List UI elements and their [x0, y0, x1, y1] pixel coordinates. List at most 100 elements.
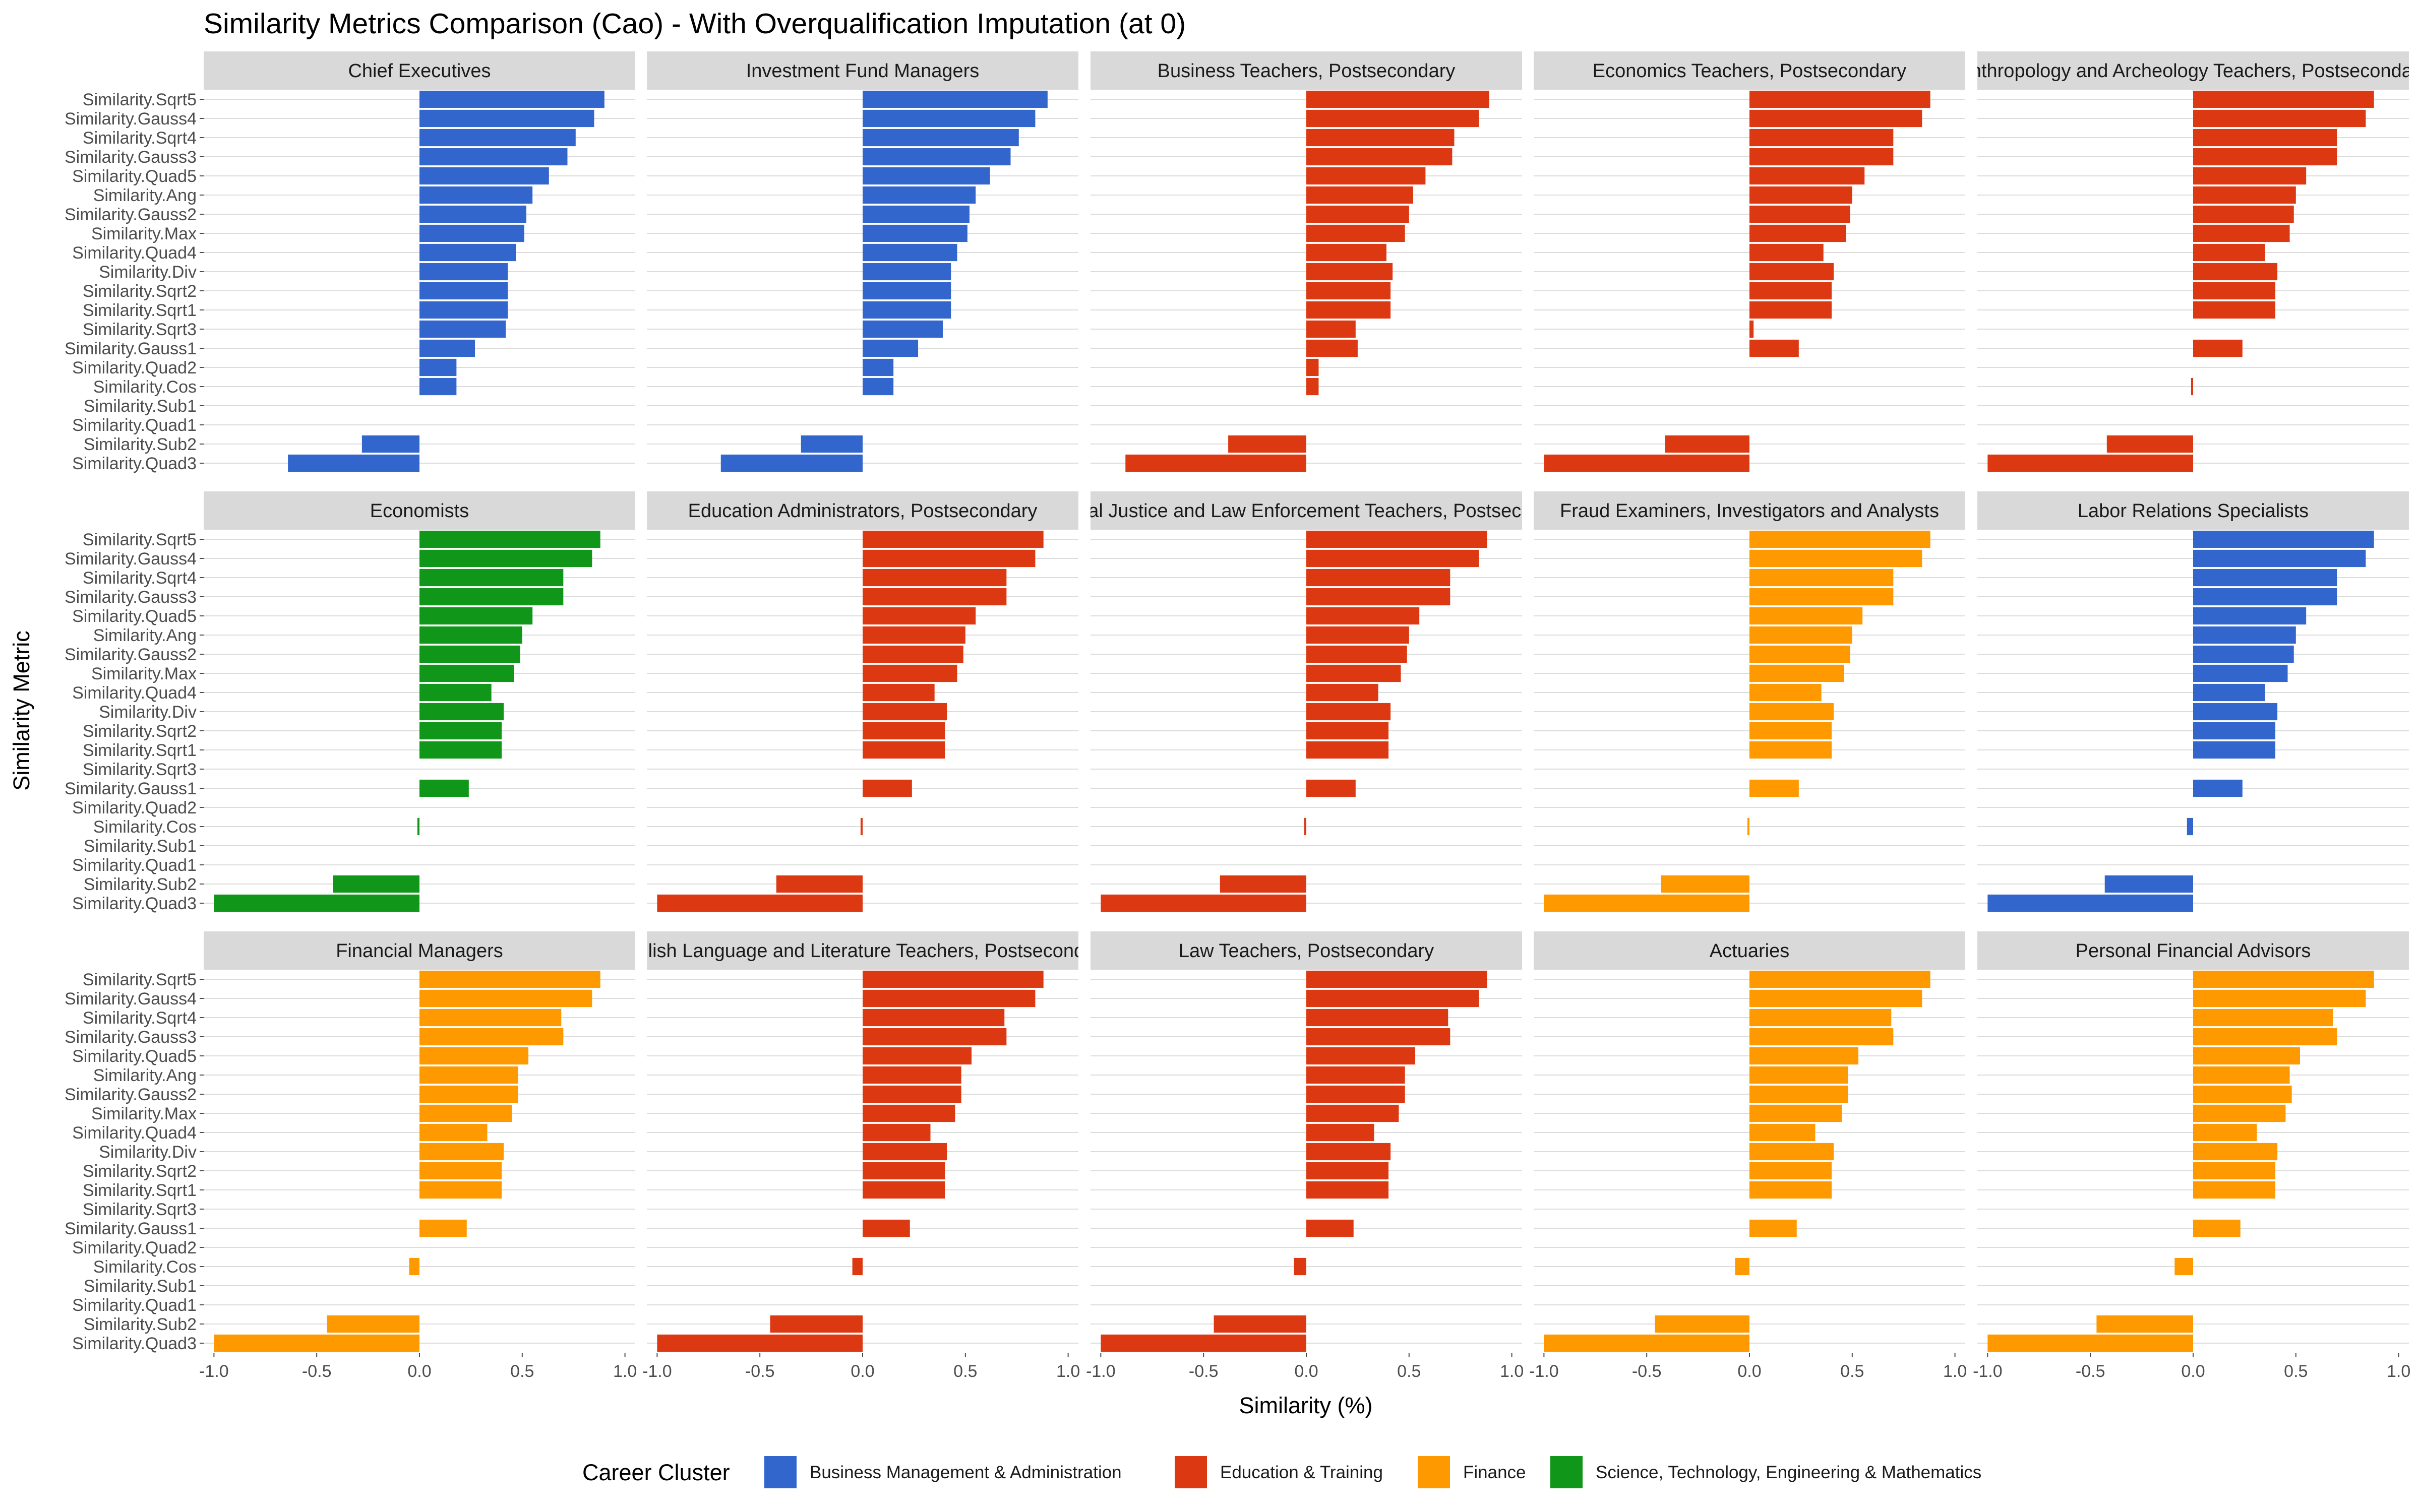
- bar: [419, 989, 592, 1007]
- facet-strip-label: Investment Fund Managers: [746, 60, 980, 82]
- y-tick-label: Similarity.Quad4: [72, 243, 197, 263]
- panel-background: [647, 530, 1078, 913]
- bar: [1749, 664, 1844, 682]
- bar: [1749, 263, 1834, 281]
- bar: [1987, 454, 2193, 472]
- bar: [419, 320, 506, 338]
- bar: [2193, 530, 2374, 548]
- facet-panel: EconomistsSimilarity.Sqrt5Similarity.Gau…: [65, 491, 635, 913]
- bar: [2193, 549, 2366, 568]
- bar: [1306, 301, 1391, 319]
- panel-background: [1534, 970, 1965, 1353]
- bar: [1306, 970, 1487, 988]
- y-tick-label: Similarity.Gauss1: [65, 1219, 197, 1238]
- facet-panel: Law Teachers, Postsecondary: [1091, 931, 1522, 1353]
- bar: [2193, 167, 2307, 185]
- bar: [2193, 970, 2374, 988]
- bar: [2193, 205, 2294, 223]
- bar: [863, 301, 951, 319]
- facet-panel: Investment Fund Managers: [647, 51, 1078, 473]
- bar: [1665, 435, 1749, 453]
- y-tick-label: Similarity.Div: [99, 263, 197, 282]
- y-tick-label: Similarity.Quad2: [72, 1238, 197, 1257]
- facet-strip-label: Law Teachers, Postsecondary: [1179, 940, 1434, 962]
- bar: [1544, 1334, 1749, 1352]
- bar: [1735, 1257, 1749, 1276]
- facet-strip-label: Actuaries: [1710, 940, 1789, 962]
- bar: [1306, 377, 1319, 396]
- facet-panel: Economics Teachers, Postsecondary: [1534, 51, 1965, 473]
- y-tick-label: Similarity.Sub1: [84, 397, 197, 416]
- bar: [1306, 1181, 1389, 1199]
- bar: [333, 875, 419, 893]
- bar: [2193, 243, 2265, 262]
- bar: [720, 454, 863, 472]
- bar: [1306, 1104, 1399, 1122]
- bar: [863, 569, 1007, 587]
- legend-item: Finance: [1418, 1456, 1526, 1488]
- legend-label: Education & Training: [1220, 1463, 1383, 1482]
- y-tick-label: Similarity.Sqrt1: [83, 1181, 197, 1200]
- facet-strip-label: Education Administrators, Postsecondary: [688, 500, 1038, 522]
- bar: [419, 1219, 467, 1237]
- bar: [1749, 205, 1850, 223]
- bar: [1101, 1334, 1306, 1352]
- bar: [801, 435, 863, 453]
- bar: [863, 1181, 945, 1199]
- bar: [863, 741, 945, 759]
- bar: [1749, 148, 1894, 166]
- bar: [419, 1047, 529, 1065]
- bar: [1306, 282, 1391, 300]
- bar: [1306, 186, 1413, 204]
- bar: [327, 1315, 419, 1333]
- bar: [419, 722, 502, 740]
- x-tick-label: -0.5: [2076, 1362, 2105, 1381]
- facet-strip: [204, 51, 635, 90]
- bar: [1749, 129, 1894, 147]
- bar: [1749, 722, 1832, 740]
- bar: [863, 1143, 947, 1161]
- y-tick-label: Similarity.Ang: [93, 626, 197, 645]
- bar: [1306, 1047, 1416, 1065]
- facet-strip-label: Chief Executives: [348, 60, 491, 82]
- legend-item: Business Management & Administration: [764, 1456, 1122, 1488]
- y-tick-label: Similarity.Sub1: [84, 837, 197, 856]
- bar: [1749, 1085, 1848, 1103]
- bar: [2193, 626, 2296, 644]
- bar: [2104, 875, 2193, 893]
- y-tick-label: Similarity.Gauss3: [65, 1028, 197, 1047]
- bar: [419, 1009, 562, 1027]
- bar: [419, 683, 492, 702]
- facet-panel: Financial ManagersSimilarity.Sqrt5Simila…: [65, 931, 635, 1353]
- bar: [417, 817, 419, 836]
- bar: [1749, 109, 1922, 128]
- bar: [1749, 530, 1930, 548]
- bar: [863, 626, 965, 644]
- panel-background: [1534, 530, 1965, 913]
- y-tick-label: Similarity.Div: [99, 703, 197, 722]
- legend-item: Education & Training: [1175, 1456, 1383, 1488]
- bar: [1306, 1219, 1354, 1237]
- bar: [863, 282, 951, 300]
- y-axis-title: Similarity Metric: [9, 631, 34, 791]
- bar: [863, 1219, 910, 1237]
- y-tick-label: Similarity.Gauss4: [65, 549, 197, 569]
- facet-panel: Business Teachers, Postsecondary: [1091, 51, 1522, 473]
- facet-strip: [204, 491, 635, 530]
- bar: [2193, 186, 2296, 204]
- bar: [863, 224, 967, 242]
- bar: [1749, 989, 1922, 1007]
- facet-strip-label: Fraud Examiners, Investigators and Analy…: [1560, 500, 1939, 522]
- x-tick-label: 0.0: [407, 1362, 431, 1381]
- bar: [419, 148, 568, 166]
- bar: [2193, 741, 2276, 759]
- x-axes: -1.0 -0.5 0.0 0.5 1.0 -1.0 -0.5 0.0 0.5 1.0 -1.0 -0…: [199, 1353, 2410, 1381]
- bar: [419, 626, 522, 644]
- bar: [1306, 530, 1487, 548]
- facet-strip: [1534, 931, 1965, 970]
- x-tick-label: 0.5: [1397, 1362, 1421, 1381]
- bar: [863, 377, 894, 396]
- bar: [863, 1104, 955, 1122]
- bar: [1306, 1009, 1448, 1027]
- bar: [863, 148, 1011, 166]
